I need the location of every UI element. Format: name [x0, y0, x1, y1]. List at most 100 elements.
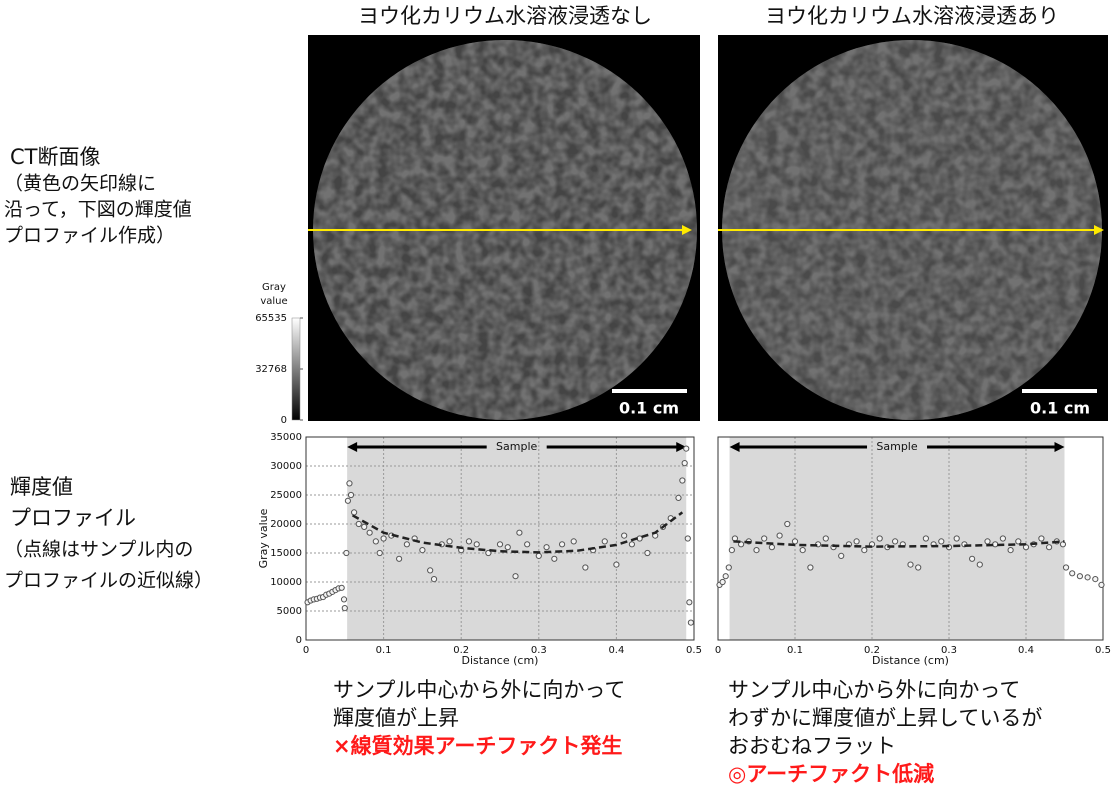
data-point [939, 539, 944, 544]
data-point [687, 600, 692, 605]
data-point [622, 533, 627, 538]
data-point [720, 579, 725, 584]
data-point [513, 574, 518, 579]
data-point [1077, 574, 1082, 579]
data-point [762, 536, 767, 541]
data-point [525, 542, 530, 547]
caption-verdict: ◎アーチファクト低減 [728, 762, 934, 786]
data-point [684, 446, 689, 451]
data-point [348, 492, 353, 497]
data-point [785, 521, 790, 526]
data-point [645, 550, 650, 555]
data-point [1093, 577, 1098, 582]
caption-line: サンプル中心から外に向かって [728, 678, 1020, 702]
image-title: ヨウ化カリウム水溶液浸透なし [358, 4, 652, 28]
image-title: ヨウ化カリウム水溶液浸透あり [765, 4, 1059, 28]
data-point [474, 542, 479, 547]
data-point [1039, 536, 1044, 541]
colorbar-title: Gray [262, 282, 286, 293]
data-point [342, 606, 347, 611]
data-point [688, 620, 693, 625]
scale-bar-label: 0.1 cm [1030, 399, 1090, 418]
profile-label: プロファイルの近似線） [4, 570, 213, 592]
caption-line: おおむねフラット [728, 734, 896, 758]
ct-image [308, 35, 700, 421]
data-point [517, 530, 522, 535]
data-point [377, 550, 382, 555]
data-point [726, 565, 731, 570]
profile-label: 輝度値 [10, 475, 73, 499]
data-point [345, 498, 350, 503]
data-point [466, 539, 471, 544]
data-point [373, 539, 378, 544]
data-point [381, 536, 386, 541]
data-point [985, 539, 990, 544]
data-point [362, 524, 367, 529]
y-tick-label: 0 [296, 635, 302, 646]
x-axis-label: Distance (cm) [462, 654, 539, 667]
data-point [680, 478, 685, 483]
data-point [544, 545, 549, 550]
data-point [977, 562, 982, 567]
caption-verdict: ×線質効果アーチファクト発生 [333, 734, 622, 758]
x-tick-label: 0 [715, 645, 721, 656]
data-point [1063, 565, 1068, 570]
annotation: Sample [496, 440, 537, 453]
data-point [993, 542, 998, 547]
data-point [505, 545, 510, 550]
data-point [682, 461, 687, 466]
caption-line: わずかに輝度値が上昇しているが [728, 706, 1042, 730]
data-point [1070, 571, 1075, 576]
data-point [1099, 582, 1104, 587]
colorbar-tick-label: 0 [281, 415, 287, 426]
scale-bar-label: 0.1 cm [619, 399, 679, 418]
y-axis-label: Gray value [257, 508, 270, 568]
data-point [367, 530, 372, 535]
x-tick-label: 0.1 [787, 645, 803, 656]
data-point [1085, 575, 1090, 580]
data-point [356, 521, 361, 526]
x-axis-label: Distance (cm) [872, 654, 949, 667]
data-point [397, 556, 402, 561]
data-point [769, 545, 774, 550]
y-tick-label: 5000 [277, 606, 302, 617]
data-point [923, 536, 928, 541]
y-tick-label: 15000 [270, 548, 302, 559]
data-point [341, 597, 346, 602]
data-point [447, 539, 452, 544]
data-point [954, 536, 959, 541]
ct-label: CT断面像 [10, 145, 101, 169]
data-point [339, 585, 344, 590]
data-point [676, 495, 681, 500]
figure: CT断面像（黄色の矢印線に沿って，下図の輝度値プロファイル作成）輝度値プロファイ… [0, 0, 1115, 788]
caption-line: 輝度値が上昇 [333, 706, 459, 730]
data-point [571, 539, 576, 544]
data-point [404, 542, 409, 547]
y-tick-label: 35000 [270, 432, 302, 443]
data-point [792, 539, 797, 544]
data-point [723, 574, 728, 579]
y-tick-label: 30000 [270, 461, 302, 472]
data-point [854, 539, 859, 544]
x-tick-label: 0.4 [1018, 645, 1034, 656]
data-point [877, 536, 882, 541]
data-point [344, 550, 349, 555]
data-point [1060, 542, 1065, 547]
profile-label: プロファイル [10, 506, 136, 530]
ct-image [718, 35, 1108, 421]
x-tick-label: 0.5 [1095, 645, 1111, 656]
ct-label: 沿って，下図の輝度値 [4, 199, 192, 221]
data-point [777, 533, 782, 538]
colorbar-title: value [260, 296, 287, 307]
data-point [685, 536, 690, 541]
data-point [602, 539, 607, 544]
data-point [729, 548, 734, 553]
data-point [893, 539, 898, 544]
data-point [839, 553, 844, 558]
colorbar [292, 318, 300, 420]
data-point [583, 565, 588, 570]
data-point [754, 548, 759, 553]
data-point [420, 548, 425, 553]
x-tick-label: 0 [303, 645, 309, 656]
y-tick-label: 10000 [270, 577, 302, 588]
